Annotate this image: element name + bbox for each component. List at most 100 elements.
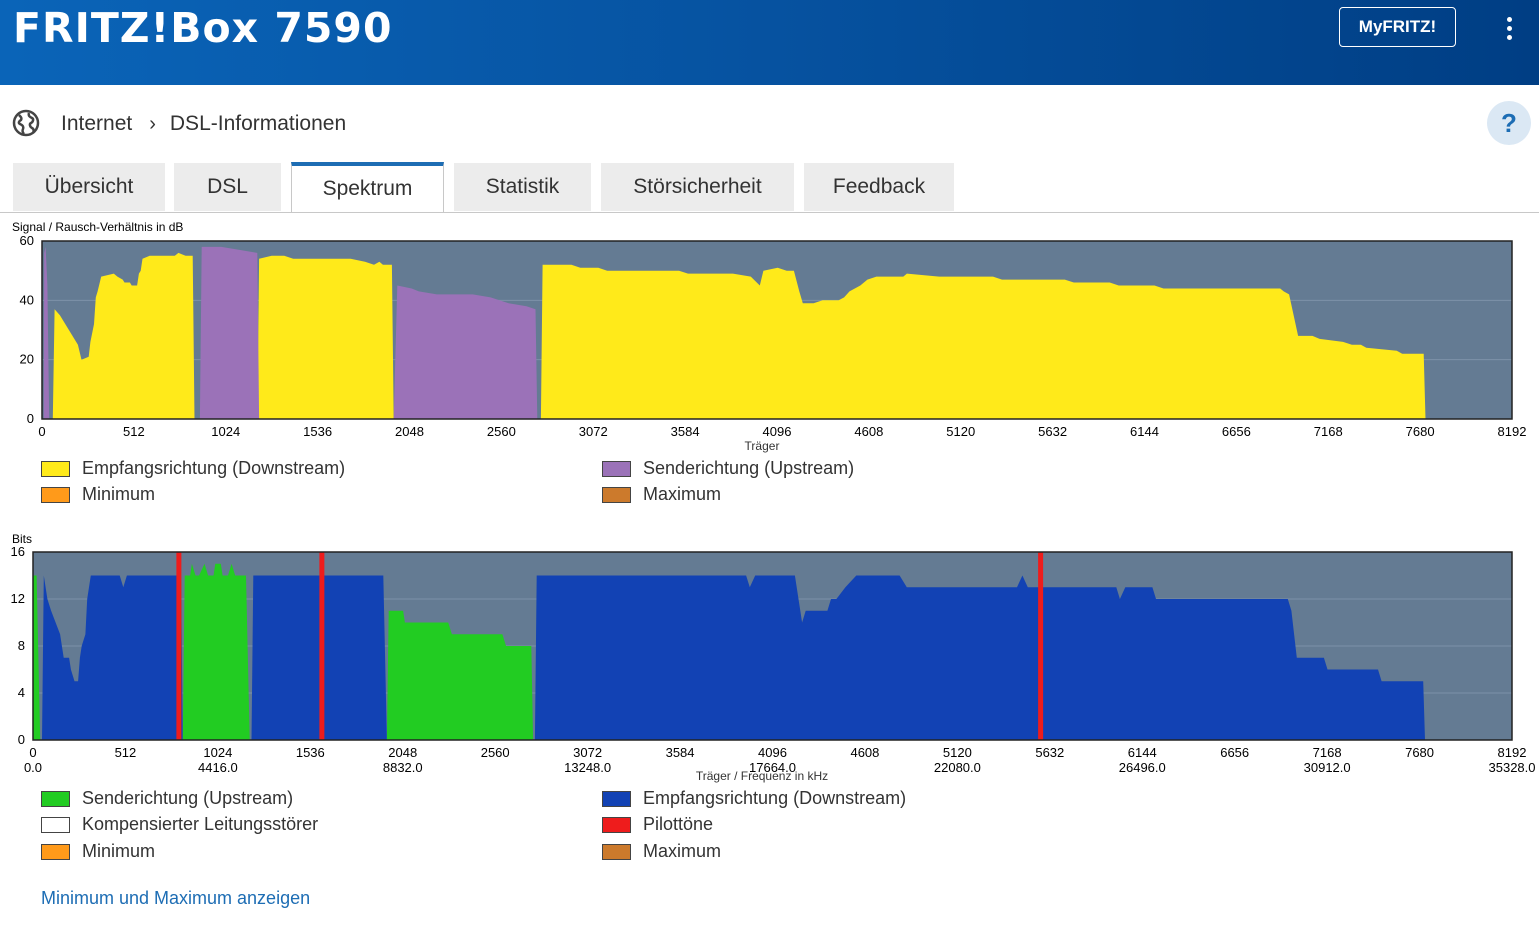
legend-snr-minimum: Minimum — [41, 484, 155, 505]
y-tick-label: 0 — [27, 411, 34, 426]
x-tick-label: 8192 — [1498, 424, 1527, 439]
x-tick-label: 2560 — [487, 424, 516, 439]
x-tick-label: 2048 — [395, 424, 424, 439]
globe-icon — [12, 109, 40, 137]
y-tick-label: 4 — [18, 685, 25, 700]
legend-swatch — [602, 790, 631, 807]
x-tick-label: 2048 — [388, 745, 417, 760]
x-tick-label: 7168 — [1313, 745, 1342, 760]
tab-feedback[interactable]: Feedback — [804, 163, 954, 211]
legend-label: Minimum — [82, 841, 156, 861]
series-area — [42, 575, 183, 740]
x-tick-label: 4608 — [850, 745, 879, 760]
x-tick-label: 512 — [123, 424, 145, 439]
tab-spektrum[interactable]: Spektrum — [291, 162, 444, 212]
series-area — [386, 610, 534, 740]
legend-bits-maximum: Maximum — [602, 841, 721, 862]
legend-snr-upstream: Senderichtung (Upstream) — [602, 458, 854, 479]
legend-swatch — [602, 460, 631, 477]
legend-label: Pilottöne — [643, 814, 714, 834]
x-tick-label: 3072 — [573, 745, 602, 760]
breadcrumb: Internet › DSL-Informationen — [61, 110, 346, 138]
series-area — [393, 285, 538, 419]
tab-bar: Übersicht DSL Spektrum Statistik Störsic… — [0, 162, 1539, 213]
pilot-tone-marker — [319, 552, 325, 740]
bits-chart-xlabel: Träger / Frequenz in kHz — [696, 769, 828, 783]
x-tick-label: 8192 — [1498, 745, 1527, 760]
legend-label: Maximum — [643, 841, 722, 861]
x-tick-label-khz: 30912.0 — [1304, 760, 1351, 775]
y-tick-label: 16 — [11, 544, 25, 559]
legend-swatch — [41, 816, 70, 833]
plot-frame — [32, 551, 1513, 741]
x-tick-label: 1536 — [303, 424, 332, 439]
tab-stoersicherheit[interactable]: Störsicherheit — [601, 163, 794, 211]
series-area — [199, 246, 260, 419]
legend-label: Empfangsrichtung (Downstream) — [643, 788, 907, 808]
x-tick-label: 6144 — [1130, 424, 1159, 439]
legend-label: Senderichtung (Upstream) — [643, 458, 855, 478]
show-min-max-link[interactable]: Minimum und Maximum anzeigen — [41, 888, 311, 908]
legend-swatch — [602, 486, 631, 503]
breadcrumb-dsl-informationen: DSL-Informationen — [169, 112, 347, 135]
snr-chart: Signal / Rausch-Verhältnis in dB Träger … — [12, 220, 1527, 453]
series-area — [182, 563, 250, 740]
plot-frame — [41, 240, 1513, 420]
legend-swatch — [602, 843, 631, 860]
legend-snr-maximum: Maximum — [602, 484, 721, 505]
x-tick-label: 6656 — [1222, 424, 1251, 439]
breadcrumb-internet[interactable]: Internet — [61, 112, 133, 135]
x-tick-label: 2560 — [481, 745, 510, 760]
x-tick-label: 5120 — [946, 424, 975, 439]
legend-swatch — [41, 486, 70, 503]
series-area — [257, 255, 394, 419]
series-area — [251, 575, 387, 740]
x-tick-label-khz: 4416.0 — [198, 760, 238, 775]
x-tick-label: 4608 — [854, 424, 883, 439]
legend-swatch — [41, 790, 70, 807]
x-tick-label: 0 — [29, 745, 36, 760]
legend-label: Senderichtung (Upstream) — [82, 788, 294, 808]
y-tick-label: 12 — [11, 591, 25, 606]
x-tick-label: 4096 — [758, 745, 787, 760]
y-tick-label: 20 — [20, 352, 34, 367]
help-icon[interactable]: ? — [1487, 101, 1531, 145]
x-tick-label-khz: 35328.0 — [1489, 760, 1536, 775]
series-area — [534, 575, 1425, 740]
chevron-right-icon: › — [149, 112, 156, 135]
x-tick-label: 1024 — [211, 424, 240, 439]
series-area — [52, 252, 195, 419]
legend-bits-pilot: Pilottöne — [602, 814, 713, 835]
myfritz-button[interactable]: MyFRITZ! — [1339, 7, 1456, 47]
snr-chart-ylabel: Signal / Rausch-Verhältnis in dB — [12, 220, 183, 234]
x-tick-label: 5120 — [943, 745, 972, 760]
series-area — [43, 246, 50, 419]
bits-chart-ylabel: Bits — [12, 532, 32, 546]
x-tick-label: 7680 — [1405, 745, 1434, 760]
y-tick-label: 0 — [18, 732, 25, 747]
x-tick-label-khz: 26496.0 — [1119, 760, 1166, 775]
legend-label: Kompensierter Leitungsstörer — [82, 814, 319, 834]
y-tick-label: 40 — [20, 292, 34, 307]
x-tick-label: 0 — [38, 424, 45, 439]
legend-swatch — [41, 843, 70, 860]
top-header-bar: FRITZ!Box 7590 MyFRITZ! — [0, 0, 1539, 85]
x-tick-label: 3584 — [671, 424, 700, 439]
tab-statistik[interactable]: Statistik — [454, 163, 591, 211]
x-tick-label-khz: 17664.0 — [749, 760, 796, 775]
legend-swatch — [41, 460, 70, 477]
legend-label: Empfangsrichtung (Downstream) — [82, 458, 346, 478]
pilot-tone-marker — [1038, 552, 1044, 740]
series-area — [33, 575, 41, 740]
legend-label: Maximum — [643, 484, 722, 504]
tab-dsl[interactable]: DSL — [174, 163, 281, 211]
x-tick-label-khz: 0.0 — [24, 760, 42, 775]
x-tick-label-khz: 8832.0 — [383, 760, 423, 775]
x-tick-label: 3072 — [579, 424, 608, 439]
x-tick-label: 512 — [115, 745, 137, 760]
more-menu-icon[interactable] — [1498, 14, 1520, 44]
x-tick-label-khz: 13248.0 — [564, 760, 611, 775]
legend-bits-upstream: Senderichtung (Upstream) — [41, 788, 293, 809]
y-tick-label: 60 — [20, 233, 34, 248]
tab-uebersicht[interactable]: Übersicht — [13, 163, 165, 211]
